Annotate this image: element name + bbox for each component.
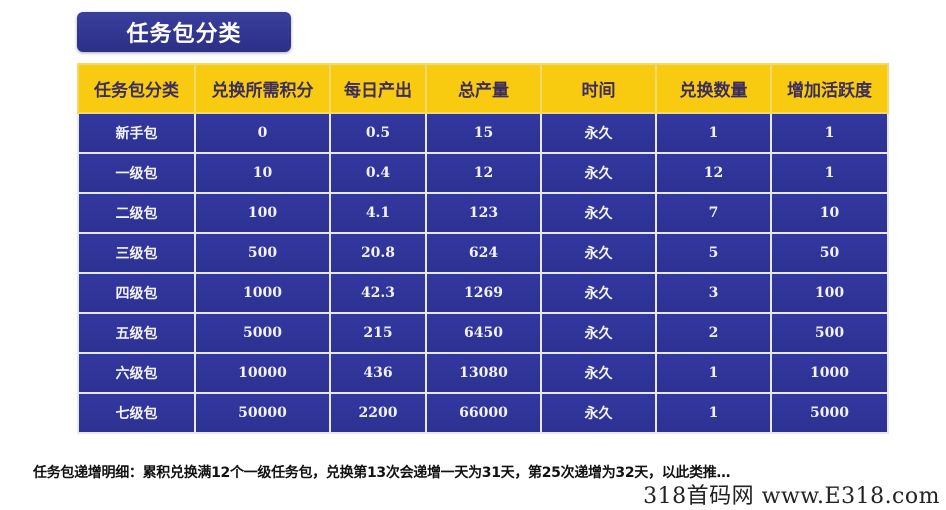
table-row: 六级包 10000 436 13080 永久 1 1000	[77, 352, 889, 394]
table-row: 二级包 100 4.1 123 永久 7 10	[77, 192, 889, 234]
cell-activity-gain: 500	[770, 312, 889, 354]
cell-total-output: 624	[425, 232, 542, 274]
section-title-box: 任务包分类	[77, 12, 291, 52]
table-row: 新手包 0 0.5 15 永久 1 1	[77, 112, 889, 154]
cell-points-required: 50000	[194, 392, 331, 434]
header-total-output: 总产量	[425, 63, 542, 114]
cell-daily-output: 20.8	[329, 232, 427, 274]
cell-exchange-count: 1	[655, 112, 772, 154]
cell-category: 一级包	[77, 152, 196, 194]
cell-total-output: 15	[425, 112, 542, 154]
cell-time: 永久	[540, 232, 657, 274]
cell-activity-gain: 1000	[770, 352, 889, 394]
cell-exchange-count: 5	[655, 232, 772, 274]
cell-daily-output: 0.4	[329, 152, 427, 194]
table-row: 四级包 1000 42.3 1269 永久 3 100	[77, 272, 889, 314]
cell-time: 永久	[540, 112, 657, 154]
table-row: 五级包 5000 215 6450 永久 2 500	[77, 312, 889, 354]
header-exchange-count: 兑换数量	[655, 63, 772, 114]
cell-category: 四级包	[77, 272, 196, 314]
cell-daily-output: 42.3	[329, 272, 427, 314]
cell-category: 七级包	[77, 392, 196, 434]
cell-exchange-count: 12	[655, 152, 772, 194]
cell-points-required: 0	[194, 112, 331, 154]
cell-daily-output: 436	[329, 352, 427, 394]
header-activity-gain: 增加活跃度	[770, 63, 889, 114]
increment-note: 任务包递增明细：累积兑换满12个一级任务包，兑换第13次会递增一天为31天，第2…	[33, 465, 731, 481]
cell-total-output: 13080	[425, 352, 542, 394]
cell-time: 永久	[540, 352, 657, 394]
table-header-row: 任务包分类 兑换所需积分 每日产出 总产量 时间 兑换数量 增加活跃度	[77, 63, 889, 114]
cell-total-output: 123	[425, 192, 542, 234]
table-row: 七级包 50000 2200 66000 永久 1 5000	[77, 392, 889, 434]
cell-exchange-count: 7	[655, 192, 772, 234]
cell-activity-gain: 100	[770, 272, 889, 314]
cell-points-required: 10	[194, 152, 331, 194]
cell-exchange-count: 1	[655, 392, 772, 434]
cell-category: 二级包	[77, 192, 196, 234]
cell-exchange-count: 1	[655, 352, 772, 394]
table-row: 三级包 500 20.8 624 永久 5 50	[77, 232, 889, 274]
cell-points-required: 1000	[194, 272, 331, 314]
header-category: 任务包分类	[77, 63, 196, 114]
header-time: 时间	[540, 63, 657, 114]
watermark: 318首码网 www.E318.com	[643, 484, 940, 509]
cell-total-output: 12	[425, 152, 542, 194]
cell-total-output: 6450	[425, 312, 542, 354]
cell-time: 永久	[540, 312, 657, 354]
cell-daily-output: 215	[329, 312, 427, 354]
cell-total-output: 66000	[425, 392, 542, 434]
cell-time: 永久	[540, 152, 657, 194]
cell-time: 永久	[540, 392, 657, 434]
cell-total-output: 1269	[425, 272, 542, 314]
cell-category: 三级包	[77, 232, 196, 274]
section-title: 任务包分类	[126, 22, 242, 47]
cell-activity-gain: 1	[770, 112, 889, 154]
cell-points-required: 100	[194, 192, 331, 234]
cell-daily-output: 4.1	[329, 192, 427, 234]
table-row: 一级包 10 0.4 12 永久 12 1	[77, 152, 889, 194]
header-points-required: 兑换所需积分	[194, 63, 331, 114]
cell-daily-output: 2200	[329, 392, 427, 434]
cell-exchange-count: 3	[655, 272, 772, 314]
header-daily-output: 每日产出	[329, 63, 427, 114]
cell-category: 六级包	[77, 352, 196, 394]
cell-category: 五级包	[77, 312, 196, 354]
cell-category: 新手包	[77, 112, 196, 154]
cell-points-required: 5000	[194, 312, 331, 354]
task-package-table: 任务包分类 兑换所需积分 每日产出 总产量 时间 兑换数量 增加活跃度 新手包 0…	[77, 63, 889, 434]
cell-activity-gain: 5000	[770, 392, 889, 434]
cell-exchange-count: 2	[655, 312, 772, 354]
cell-activity-gain: 50	[770, 232, 889, 274]
cell-activity-gain: 1	[770, 152, 889, 194]
cell-time: 永久	[540, 192, 657, 234]
cell-points-required: 500	[194, 232, 331, 274]
cell-daily-output: 0.5	[329, 112, 427, 154]
cell-points-required: 10000	[194, 352, 331, 394]
cell-time: 永久	[540, 272, 657, 314]
cell-activity-gain: 10	[770, 192, 889, 234]
